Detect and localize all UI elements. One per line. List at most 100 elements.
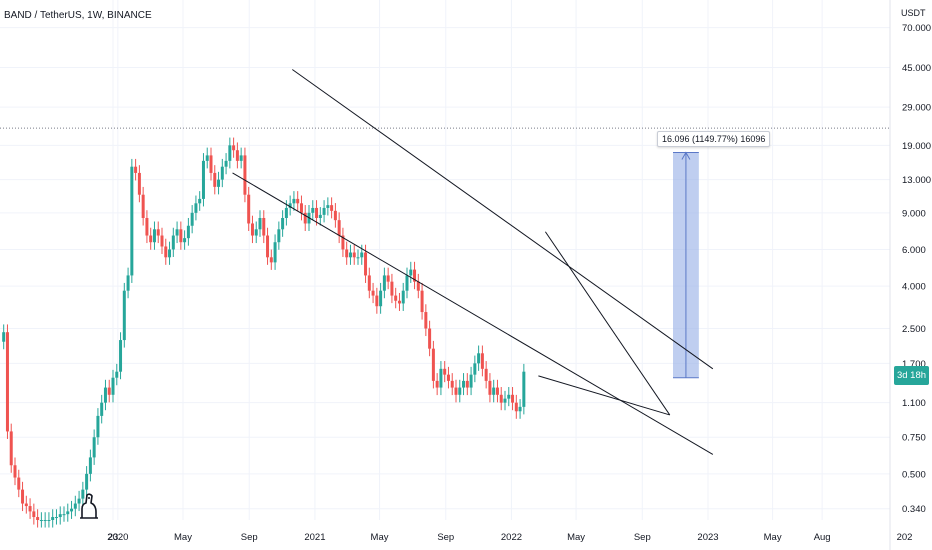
candle-body [141, 194, 145, 218]
y-tick-label: 1.700 [902, 359, 926, 370]
candle-body [47, 520, 51, 521]
candle-body [390, 281, 394, 296]
candle-body [107, 387, 111, 395]
candle-body [277, 229, 281, 243]
candle-body [465, 380, 469, 388]
x-tick-label: May [567, 532, 585, 543]
candle-body [58, 514, 62, 518]
candle-body [183, 238, 187, 243]
x-tick-label: 2022 [501, 532, 522, 543]
y-tick-label: 0.500 [902, 469, 926, 480]
candle-body [424, 312, 428, 329]
candle-body [209, 155, 213, 173]
candle-body [115, 371, 119, 378]
candle-body [348, 252, 352, 258]
candle-body [337, 220, 341, 236]
y-tick-label: 4.000 [902, 282, 926, 293]
candle-body [137, 172, 141, 195]
candle-body [247, 194, 251, 224]
candle-body [126, 275, 130, 291]
candle-body [213, 172, 217, 187]
candle-body [39, 520, 43, 521]
candle-body [371, 290, 375, 296]
candle-body [88, 457, 92, 474]
candle-body [480, 353, 484, 369]
y-tick-label: 0.750 [902, 433, 926, 444]
candle-body [416, 281, 420, 291]
candle-body [228, 145, 232, 161]
candle-body [62, 514, 66, 516]
candle-body [356, 257, 360, 259]
candle-body [303, 212, 307, 224]
candle-body [32, 511, 36, 518]
candle-body [130, 166, 134, 276]
candle-body [484, 368, 488, 381]
candle-body [186, 225, 190, 239]
y-tick-label: 9.000 [902, 208, 926, 219]
tradingview-logo-icon[interactable] [78, 492, 100, 525]
y-tick-label: 6.000 [902, 245, 926, 256]
candle-body [273, 242, 277, 263]
candle-body [24, 503, 28, 507]
candle-body [382, 275, 386, 291]
symbol-title[interactable]: BAND / TetherUS, 1W, BINANCE [4, 10, 152, 21]
candle-body [171, 235, 175, 250]
candle-body [224, 160, 228, 167]
candle-body [152, 229, 156, 243]
candle-body [292, 198, 296, 204]
x-tick-label: Sep [241, 532, 258, 543]
lower-channel-line [232, 172, 714, 455]
candle-body [352, 252, 356, 258]
candle-body [96, 415, 100, 438]
candle-body [420, 290, 424, 313]
candle-body [81, 489, 85, 499]
x-tick-label: 2021 [304, 532, 325, 543]
candle-body [450, 380, 454, 388]
candle-body [522, 371, 526, 407]
upper-channel-line [292, 69, 714, 370]
candle-body [360, 252, 364, 258]
candle-body [462, 380, 466, 388]
price-range-label: 16.096 (1149.77%) 16096 [657, 131, 771, 147]
candle-body [21, 489, 25, 504]
candle-body [13, 465, 17, 478]
candle-body [330, 205, 334, 211]
y-tick-label: 1.100 [902, 398, 926, 409]
candle-body [111, 377, 115, 395]
x-tick-label: Aug [814, 532, 831, 543]
candle-body [134, 166, 138, 173]
candle-body [66, 511, 70, 515]
candle-body [401, 290, 405, 304]
candle-body [514, 402, 518, 412]
candle-body [446, 374, 450, 381]
candle-body [100, 402, 104, 416]
candle-body [85, 473, 89, 490]
candle-body [495, 387, 499, 395]
x-tick-label: Sep [634, 532, 651, 543]
candle-body [254, 229, 258, 236]
candle-body [205, 155, 209, 161]
candle-body [43, 520, 47, 521]
candle-body [70, 508, 74, 512]
candle-body [341, 235, 345, 250]
y-tick-label: 19.000 [902, 141, 931, 152]
x-tick-label: 23 [108, 532, 119, 543]
candle-body [190, 212, 194, 226]
candle-body [288, 203, 292, 208]
candle-body [17, 477, 21, 490]
candle-body [431, 348, 435, 381]
measure-arrow-head [681, 151, 691, 160]
candle-body [318, 214, 322, 218]
candle-body [375, 295, 379, 307]
candle-body [477, 353, 481, 364]
candle-body [239, 155, 243, 161]
candle-body [145, 217, 149, 236]
candle-body [364, 252, 368, 276]
candle-body [428, 328, 432, 349]
candle-body [518, 406, 522, 412]
candle-body [217, 179, 221, 187]
candle-body [92, 437, 96, 458]
y-tick-label: 45.000 [902, 63, 931, 74]
